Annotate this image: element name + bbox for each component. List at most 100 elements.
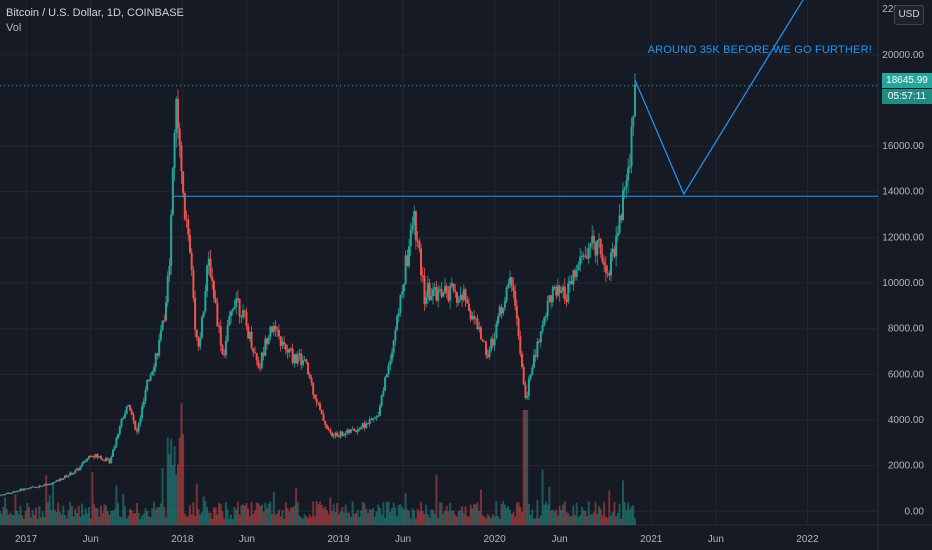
- volume-bar: [435, 474, 438, 525]
- candle-body: [322, 413, 325, 422]
- candle-body: [397, 312, 400, 317]
- volume-bar: [204, 501, 207, 525]
- volume-bar: [348, 512, 351, 525]
- candle-body: [550, 295, 553, 303]
- candle-body: [271, 326, 274, 332]
- volume-bar: [154, 509, 157, 525]
- candle-body: [396, 316, 399, 331]
- candle-body: [34, 487, 37, 489]
- volume-bar: [455, 516, 458, 525]
- volume-bar: [235, 509, 238, 525]
- volume-bar: [74, 508, 77, 525]
- candle-body: [230, 311, 233, 316]
- volume-bar: [161, 468, 164, 525]
- volume-bar: [65, 518, 68, 525]
- candle-body: [587, 247, 590, 259]
- volume-bar: [420, 501, 423, 525]
- candle-body: [219, 326, 222, 346]
- candle-body: [106, 458, 109, 460]
- volume-bar: [563, 501, 566, 525]
- candle-body: [267, 336, 270, 344]
- volume-bar: [77, 505, 80, 525]
- candle-body: [226, 325, 229, 342]
- volume-bar: [377, 504, 380, 525]
- volume-bar: [610, 515, 613, 525]
- volume-bar: [158, 507, 161, 525]
- candle-body: [594, 242, 597, 256]
- currency-button[interactable]: USD: [894, 5, 924, 25]
- candle-body: [455, 291, 458, 303]
- volume-bar: [510, 513, 513, 525]
- candle-body: [76, 468, 79, 471]
- volume-bar: [31, 510, 34, 525]
- volume-bar: [24, 510, 27, 525]
- candle-body: [325, 425, 328, 429]
- volume-bar: [592, 512, 595, 525]
- volume-bar: [620, 518, 623, 525]
- candle-body: [387, 365, 390, 375]
- annotation-text[interactable]: AROUND 35K BEFORE WE GO FURTHER!: [647, 44, 872, 56]
- candle-body: [89, 455, 92, 457]
- candle-body: [135, 429, 138, 432]
- volume-bar: [146, 511, 149, 525]
- candle-body: [358, 429, 361, 431]
- volume-bar: [349, 516, 352, 525]
- volume-bar: [526, 410, 529, 525]
- volume-bar: [291, 507, 294, 525]
- candle-body: [41, 485, 44, 487]
- volume-bar: [423, 513, 426, 525]
- volume-bar: [550, 510, 553, 525]
- candle-body: [324, 421, 327, 426]
- volume-bar: [264, 502, 267, 525]
- candle-body: [178, 128, 181, 146]
- candle-body: [228, 315, 231, 326]
- volume-bar: [322, 508, 325, 525]
- volume-bar: [272, 491, 275, 525]
- volume-bar: [315, 501, 318, 525]
- candle-body: [94, 453, 97, 458]
- candle-body: [558, 285, 561, 293]
- candle-body: [503, 301, 506, 308]
- volume-bar: [159, 503, 162, 525]
- candle-body: [512, 286, 515, 291]
- volume-bar: [156, 507, 159, 525]
- candle-body: [79, 466, 82, 471]
- volume-bar: [207, 512, 210, 525]
- volume-bar: [481, 515, 484, 525]
- volume-bar: [64, 514, 67, 525]
- volume-bar: [17, 514, 20, 525]
- candle-body: [474, 318, 477, 320]
- volume-bar: [384, 517, 387, 525]
- candle-body: [375, 416, 378, 419]
- y-tick-label: 2000.00: [888, 461, 925, 472]
- volume-bar: [324, 506, 327, 525]
- candle-body: [199, 337, 202, 347]
- candle-body: [625, 180, 628, 188]
- volume-bar: [490, 517, 493, 525]
- volume-bar: [305, 516, 308, 525]
- volume-bar: [194, 515, 197, 525]
- volume-indicator-label[interactable]: Vol: [6, 22, 22, 34]
- volume-bar: [452, 510, 455, 525]
- candle-body: [556, 285, 559, 296]
- volume-bar: [473, 504, 476, 525]
- candle-body: [488, 349, 491, 357]
- volume-bar: [445, 505, 448, 525]
- candle-body: [259, 367, 262, 369]
- candle-body: [563, 286, 566, 300]
- volume-bar: [567, 513, 570, 525]
- candle-body: [500, 306, 503, 314]
- candle-body: [22, 488, 25, 491]
- candle-body: [437, 289, 440, 301]
- candle-body: [224, 341, 227, 356]
- volume-bar: [28, 507, 31, 525]
- candle-body: [611, 248, 614, 253]
- candle-body: [108, 459, 111, 464]
- volume-bar: [79, 516, 82, 525]
- candle-body: [461, 295, 464, 301]
- volume-bar: [591, 514, 594, 525]
- candle-body: [526, 396, 529, 398]
- volume-bar: [570, 515, 573, 525]
